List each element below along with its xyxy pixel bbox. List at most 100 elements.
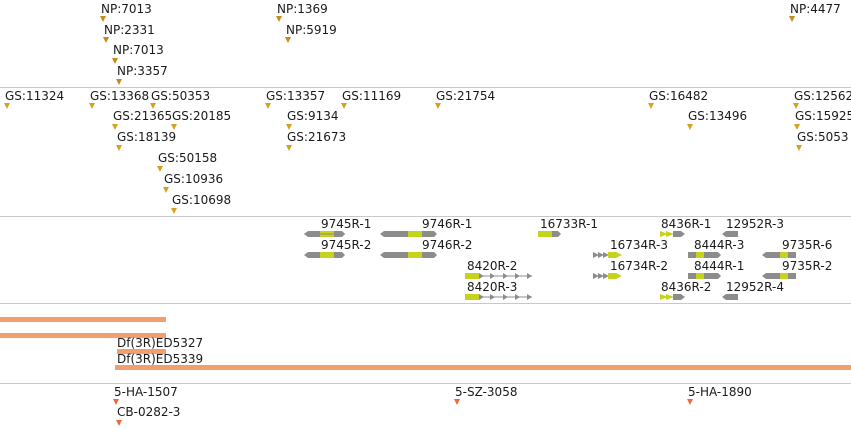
np-marker[interactable]: [103, 37, 109, 43]
insertion-marker[interactable]: [116, 420, 122, 426]
gs-marker[interactable]: [794, 124, 800, 130]
deficiency-bar[interactable]: [0, 317, 166, 322]
gs-marker[interactable]: [265, 103, 271, 109]
gs-marker[interactable]: [286, 124, 292, 130]
rnai-feature-label[interactable]: 16734R-2: [610, 259, 668, 273]
deficiency-label[interactable]: Df(3R)ED5339: [117, 352, 204, 366]
rnai-glyph-16733R-1[interactable]: [538, 231, 561, 237]
rnai-feature-label[interactable]: 8436R-1: [661, 217, 712, 231]
rnai-feature-label[interactable]: 8436R-2: [661, 280, 712, 294]
np-marker[interactable]: [100, 16, 106, 22]
rnai-feature-label[interactable]: 9735R-6: [782, 238, 833, 252]
rnai-glyph-16734R-2[interactable]: [593, 273, 622, 279]
gs-feature-label[interactable]: GS:9134: [287, 109, 339, 123]
rnai-feature-label[interactable]: 8444R-1: [694, 259, 745, 273]
rnai-glyph-9745R-2[interactable]: [304, 252, 345, 258]
rnai-glyph-12952R-3[interactable]: [722, 231, 738, 237]
gs-feature-label[interactable]: GS:21673: [287, 130, 347, 144]
gs-feature-label[interactable]: GS:13368: [90, 89, 150, 103]
gs-marker[interactable]: [112, 124, 118, 130]
gs-feature-label[interactable]: GS:13357: [266, 89, 326, 103]
deficiency-bar[interactable]: [115, 365, 851, 370]
insertion-marker[interactable]: [454, 399, 460, 405]
rnai-feature-label[interactable]: 9735R-2: [782, 259, 833, 273]
rnai-feature-label[interactable]: 8420R-2: [467, 259, 518, 273]
gs-feature-label[interactable]: GS:20185: [172, 109, 232, 123]
gs-feature-label[interactable]: GS:10936: [164, 172, 224, 186]
gs-marker[interactable]: [163, 187, 169, 193]
gs-marker[interactable]: [116, 145, 122, 151]
rnai-glyph-8436R-2[interactable]: [660, 294, 685, 300]
gs-marker[interactable]: [150, 103, 156, 109]
np-feature-label[interactable]: NP:5919: [286, 23, 337, 37]
gs-marker[interactable]: [157, 166, 163, 172]
insertion-label[interactable]: 5-HA-1507: [114, 385, 178, 399]
gs-marker[interactable]: [171, 124, 177, 130]
rnai-feature-label[interactable]: 12952R-3: [726, 217, 784, 231]
rnai-feature-label[interactable]: 9745R-2: [321, 238, 372, 252]
rnai-glyph-8436R-1[interactable]: [660, 231, 685, 237]
gs-marker[interactable]: [687, 124, 693, 130]
rnai-feature-label[interactable]: 8444R-3: [694, 238, 745, 252]
rnai-glyph-12952R-4[interactable]: [722, 294, 738, 300]
rnai-feature-label[interactable]: 9746R-1: [422, 217, 473, 231]
np-marker[interactable]: [276, 16, 282, 22]
rnai-glyph-8420R-3[interactable]: [465, 294, 532, 300]
deficiency-bar[interactable]: [0, 333, 166, 338]
deficiency-bar[interactable]: [117, 349, 166, 354]
rnai-glyph-16734R-3[interactable]: [593, 252, 622, 258]
gs-feature-label[interactable]: GS:12562: [794, 89, 851, 103]
insertion-label[interactable]: CB-0282-3: [117, 405, 181, 419]
np-feature-label[interactable]: NP:1369: [277, 2, 328, 16]
np-feature-label[interactable]: NP:7013: [101, 2, 152, 16]
rnai-feature-label[interactable]: 8420R-3: [467, 280, 518, 294]
deficiency-label[interactable]: Df(3R)ED5327: [117, 336, 204, 350]
gs-feature-label[interactable]: GS:11324: [5, 89, 65, 103]
rnai-glyph-8444R-1[interactable]: [688, 273, 721, 279]
gs-feature-label[interactable]: GS:10698: [172, 193, 232, 207]
np-marker[interactable]: [789, 16, 795, 22]
np-marker[interactable]: [285, 37, 291, 43]
gs-feature-label[interactable]: GS:50353: [151, 89, 211, 103]
gs-marker[interactable]: [4, 103, 10, 109]
rnai-glyph-9745R-1[interactable]: [304, 231, 345, 237]
gs-feature-label[interactable]: GS:21754: [436, 89, 496, 103]
gs-marker[interactable]: [89, 103, 95, 109]
np-feature-label[interactable]: NP:3357: [117, 64, 168, 78]
gs-feature-label[interactable]: GS:5053: [797, 130, 849, 144]
gs-marker[interactable]: [796, 145, 802, 151]
gs-feature-label[interactable]: GS:16482: [649, 89, 709, 103]
rnai-glyph-9735R-2[interactable]: [762, 273, 796, 279]
insertion-label[interactable]: 5-SZ-3058: [455, 385, 518, 399]
rnai-glyph-8444R-3[interactable]: [688, 252, 721, 258]
rnai-glyph-8420R-2[interactable]: [465, 273, 532, 279]
gs-feature-label[interactable]: GS:13496: [688, 109, 748, 123]
rnai-glyph-9735R-6[interactable]: [762, 252, 796, 258]
gs-marker[interactable]: [171, 208, 177, 214]
gs-feature-label[interactable]: GS:15925: [795, 109, 851, 123]
insertion-label[interactable]: 5-HA-1890: [688, 385, 752, 399]
gs-marker[interactable]: [648, 103, 654, 109]
gs-feature-label[interactable]: GS:11169: [342, 89, 402, 103]
np-marker[interactable]: [112, 58, 118, 64]
gs-feature-label[interactable]: GS:50158: [158, 151, 218, 165]
gs-feature-label[interactable]: GS:21365: [113, 109, 173, 123]
rnai-glyph-9746R-1[interactable]: [380, 231, 437, 237]
insertion-marker[interactable]: [113, 399, 119, 405]
gs-marker[interactable]: [341, 103, 347, 109]
gs-marker[interactable]: [435, 103, 441, 109]
gs-feature-label[interactable]: GS:18139: [117, 130, 177, 144]
rnai-feature-label[interactable]: 9745R-1: [321, 217, 372, 231]
gs-marker[interactable]: [286, 145, 292, 151]
np-feature-label[interactable]: NP:2331: [104, 23, 155, 37]
rnai-feature-label[interactable]: 9746R-2: [422, 238, 473, 252]
np-feature-label[interactable]: NP:7013: [113, 43, 164, 57]
np-marker[interactable]: [116, 79, 122, 85]
rnai-glyph-9746R-2[interactable]: [380, 252, 437, 258]
rnai-feature-label[interactable]: 16733R-1: [540, 217, 598, 231]
rnai-feature-label[interactable]: 12952R-4: [726, 280, 784, 294]
rnai-feature-label[interactable]: 16734R-3: [610, 238, 668, 252]
insertion-marker[interactable]: [687, 399, 693, 405]
gs-marker[interactable]: [793, 103, 799, 109]
np-feature-label[interactable]: NP:4477: [790, 2, 841, 16]
